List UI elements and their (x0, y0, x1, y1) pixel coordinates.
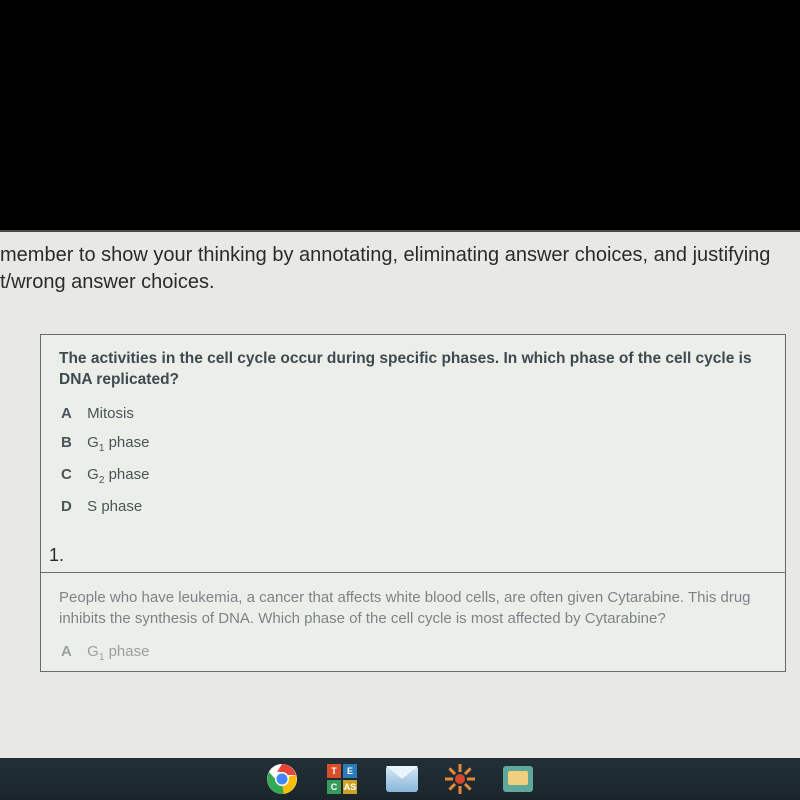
instructions-text: member to show your thinking by annotati… (0, 232, 800, 304)
choice-2a-letter: A (61, 643, 83, 660)
choice-c[interactable]: C G2 phase (61, 466, 771, 486)
taskbar: T E C AS (0, 758, 800, 800)
question-1: The activities in the cell cycle occur d… (41, 335, 785, 535)
choice-a-letter: A (61, 405, 83, 422)
burst-icon[interactable] (445, 764, 475, 794)
question-number-1: 1. (41, 535, 785, 572)
question-container: The activities in the cell cycle occur d… (40, 334, 786, 672)
choice-b-text: G1 phase (87, 434, 149, 451)
choice-c-letter: C (61, 466, 83, 483)
choice-2a-text: G1 phase (87, 643, 149, 660)
mail-icon[interactable] (385, 762, 419, 796)
instructions-line2: t/wrong answer choices. (0, 271, 215, 293)
choice-d-text: S phase (87, 498, 142, 515)
choice-b[interactable]: B G1 phase (61, 434, 771, 454)
choice-2a[interactable]: A G1 phase (61, 643, 771, 663)
instructions-line1: member to show your thinking by annotati… (0, 244, 770, 266)
chrome-icon[interactable] (265, 762, 299, 796)
choice-d-letter: D (61, 498, 83, 515)
question-1-prompt: The activities in the cell cycle occur d… (59, 349, 771, 391)
document-area: member to show your thinking by annotati… (0, 230, 800, 762)
choice-c-text: G2 phase (87, 466, 149, 483)
tiles-icon[interactable]: T E C AS (325, 762, 359, 796)
choice-a-text: Mitosis (87, 405, 134, 422)
choice-b-letter: B (61, 434, 83, 451)
choice-d[interactable]: D S phase (61, 498, 771, 515)
choice-a[interactable]: A Mitosis (61, 405, 771, 422)
question-2-prompt: People who have leukemia, a cancer that … (59, 587, 771, 629)
board-icon[interactable] (501, 762, 535, 796)
question-2: People who have leukemia, a cancer that … (41, 573, 785, 671)
